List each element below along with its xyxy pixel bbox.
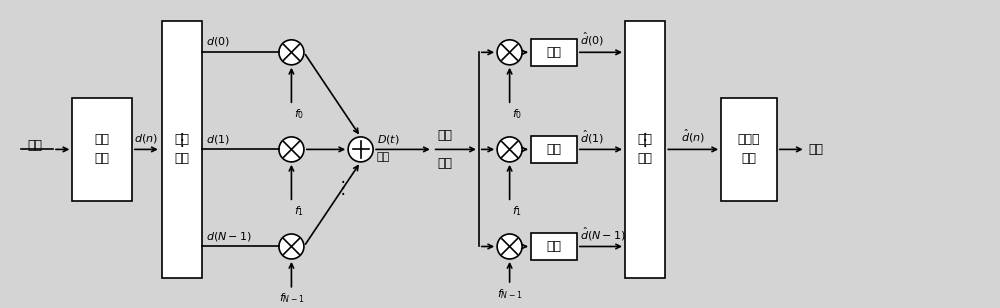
Circle shape [497, 137, 522, 162]
Circle shape [348, 137, 373, 162]
Text: $\hat{d}(1)$: $\hat{d}(1)$ [580, 128, 604, 146]
Text: 并串
变换: 并串 变换 [638, 133, 653, 165]
Text: 信号: 信号 [437, 157, 452, 170]
Text: $d(n)$: $d(n)$ [134, 132, 158, 144]
Bar [531, 136, 577, 163]
Text: $f_0$: $f_0$ [512, 107, 523, 121]
Text: 积分: 积分 [546, 143, 561, 156]
Text: $d(N-1)$: $d(N-1)$ [206, 230, 252, 243]
Text: $f_1$: $f_1$ [512, 204, 523, 218]
Circle shape [279, 137, 304, 162]
Text: $d(0)$: $d(0)$ [206, 35, 230, 48]
Text: $f_{N-1}$: $f_{N-1}$ [497, 287, 522, 301]
Text: $\hat{d}(N-1)$: $\hat{d}(N-1)$ [580, 225, 626, 243]
Text: 积分: 积分 [546, 240, 561, 253]
Bar [531, 39, 577, 66]
Text: ⋮: ⋮ [637, 131, 653, 149]
Text: $D(t)$: $D(t)$ [377, 132, 400, 146]
Bar [162, 21, 202, 278]
Text: ⋮: ⋮ [174, 131, 190, 149]
Text: $f_0$: $f_0$ [294, 107, 305, 121]
Text: 串并
变换: 串并 变换 [174, 133, 189, 165]
Circle shape [497, 40, 522, 65]
Text: ⋮: ⋮ [335, 179, 352, 197]
Bar [531, 233, 577, 260]
Text: 接收: 接收 [437, 129, 452, 142]
Circle shape [279, 40, 304, 65]
Text: 信号
映射: 信号 映射 [95, 133, 110, 165]
Text: $\hat{d}(0)$: $\hat{d}(0)$ [580, 31, 604, 48]
Circle shape [497, 234, 522, 259]
Text: $f_{N-1}$: $f_{N-1}$ [279, 292, 304, 306]
Bar [625, 21, 665, 278]
Text: 发射: 发射 [377, 152, 390, 162]
Bar [721, 98, 777, 201]
Text: $d(1)$: $d(1)$ [206, 132, 230, 146]
Bar [72, 98, 132, 201]
Text: $\hat{d}(n)$: $\hat{d}(n)$ [681, 127, 705, 144]
Text: 信号逆
映射: 信号逆 映射 [738, 133, 760, 165]
Text: 积分: 积分 [546, 46, 561, 59]
Circle shape [279, 234, 304, 259]
Text: 码流: 码流 [27, 139, 42, 152]
Text: $f_1$: $f_1$ [294, 204, 304, 218]
Text: 输出: 输出 [809, 143, 824, 156]
